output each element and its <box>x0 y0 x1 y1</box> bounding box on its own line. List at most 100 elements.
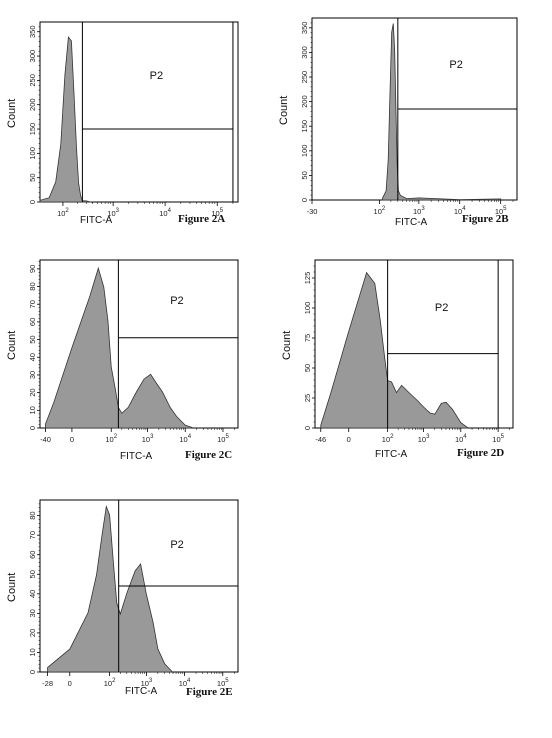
x-tick-label: 103 <box>413 206 425 216</box>
y-tick-label: 50 <box>303 364 312 372</box>
x-tick-exponent: 3 <box>150 434 154 440</box>
y-tick-label: 10 <box>28 406 37 414</box>
x-tick-exponent: 2 <box>112 678 116 684</box>
panel-figure-2a: 0 50 100 150 200 250 300 350 102 103 104 105 Count FI… <box>0 10 250 230</box>
y-tick-label: 0 <box>303 426 312 430</box>
y-tick-label: 80 <box>28 282 37 290</box>
x-tick-exponent: 4 <box>188 434 192 440</box>
x-tick-exponent: 4 <box>168 208 172 214</box>
y-tick-label: 250 <box>28 74 37 87</box>
x-tick-label: 105 <box>217 434 229 444</box>
y-tick-label: 75 <box>303 334 312 342</box>
y-tick-label: 40 <box>28 353 37 361</box>
y-tick-label: 100 <box>28 147 37 160</box>
y-tick-label: 70 <box>28 300 37 308</box>
plot-a: 0 50 100 150 200 250 300 350 102 103 104 105 <box>28 21 239 218</box>
x-tick-label: 103 <box>141 678 153 688</box>
x-tick-exponent: 2 <box>114 434 118 440</box>
x-tick-exponent: 3 <box>149 678 153 684</box>
y-tick-label: 100 <box>300 145 309 158</box>
x-tick-exponent: 5 <box>225 678 229 684</box>
x-tick-label: 103 <box>107 208 119 218</box>
y-axis-label: Count <box>281 330 293 360</box>
y-tick-label: 20 <box>28 388 37 396</box>
y-axis-label: Count <box>278 95 290 125</box>
y-tick-label: 60 <box>28 318 37 326</box>
y-axis-label: Count <box>6 330 18 360</box>
panel-figure-2d: 0 25 50 75 100 125 -46 0 102 103 104 105 Count FITC-A… <box>275 255 525 470</box>
x-tick-label: 102 <box>382 434 394 444</box>
y-tick-label: 70 <box>28 531 37 539</box>
x-tick-label: -28 <box>42 679 53 688</box>
y-tick-label: 125 <box>303 272 312 285</box>
x-tick-label: 105 <box>492 434 504 444</box>
x-tick-label: -40 <box>40 435 51 444</box>
histogram-area <box>320 271 468 429</box>
y-tick-label: 300 <box>28 50 37 63</box>
figure-caption: Figure 2A <box>178 213 226 225</box>
gate-label: P2 <box>149 70 164 83</box>
x-tick-label: 0 <box>347 435 351 444</box>
histogram-area <box>47 504 174 674</box>
x-tick-label: 102 <box>105 434 117 444</box>
x-axis-label: FITC-A <box>395 217 428 228</box>
y-tick-label: 25 <box>303 394 312 402</box>
y-tick-label: 150 <box>28 123 37 136</box>
y-tick-label: 90 <box>28 265 37 273</box>
panel-figure-2e: 0 10 20 30 40 50 60 70 80 -28 0 102 103 104 105 Count FI… <box>0 490 250 705</box>
y-tick-label: 50 <box>28 335 37 343</box>
histogram-area <box>39 36 94 204</box>
x-tick-exponent: 5 <box>225 434 229 440</box>
y-tick-label: 50 <box>300 171 309 179</box>
histogram-area <box>45 266 193 429</box>
x-tick-label: 104 <box>179 678 191 688</box>
y-tick-label: 50 <box>28 570 37 578</box>
y-tick-label: 30 <box>28 609 37 617</box>
y-tick-label: 0 <box>28 200 37 204</box>
x-axis-label: FITC-A <box>120 451 153 462</box>
y-tick-label: 80 <box>28 511 37 519</box>
x-tick-label: 102 <box>104 678 116 688</box>
x-tick-exponent: 5 <box>220 208 224 214</box>
x-tick-label: 104 <box>454 206 466 216</box>
x-tick-label: 103 <box>142 434 154 444</box>
x-tick-label: 105 <box>217 678 229 688</box>
y-tick-label: 60 <box>28 551 37 559</box>
y-tick-label: 300 <box>300 46 309 59</box>
plot-frame <box>39 21 239 203</box>
y-tick-label: 200 <box>300 95 309 108</box>
y-axis-label: Count <box>6 572 18 602</box>
x-tick-exponent: 5 <box>501 434 505 440</box>
x-tick-exponent: 4 <box>462 206 466 212</box>
y-tick-label: 350 <box>28 25 37 38</box>
x-tick-label: 0 <box>68 679 72 688</box>
y-tick-label: 0 <box>28 670 37 674</box>
gate-label: P2 <box>434 302 449 315</box>
x-tick-label: 105 <box>495 206 507 216</box>
y-tick-label: 50 <box>28 174 37 182</box>
x-tick-label: 104 <box>455 434 467 444</box>
figure-caption: Figure 2C <box>185 449 233 461</box>
x-tick-label: 104 <box>179 434 191 444</box>
y-tick-label: 40 <box>28 590 37 598</box>
x-tick-exponent: 5 <box>503 206 507 212</box>
panel-figure-2c: 0 10 20 30 40 50 60 70 80 90 -40 0 102 103 104 105 Count… <box>0 255 250 470</box>
y-tick-label: 150 <box>300 120 309 133</box>
x-axis-label: FITC-A <box>375 449 408 460</box>
histogram-area <box>381 23 502 201</box>
y-tick-label: 20 <box>28 629 37 637</box>
y-tick-label: 10 <box>28 648 37 656</box>
plot-c: 0 10 20 30 40 50 60 70 80 90 -40 0 102 103 104 105 <box>28 259 239 444</box>
x-tick-exponent: 2 <box>65 208 69 214</box>
gate-label: P2 <box>449 58 463 71</box>
figure-caption: Figure 2B <box>462 213 509 225</box>
x-axis-label: FITC-A <box>80 215 113 226</box>
panel-figure-2b: 0 50 100 150 200 250 300 350 -30 102 103 104 105 Coun… <box>278 10 530 230</box>
x-tick-exponent: 3 <box>116 208 120 214</box>
y-tick-label: 0 <box>28 426 37 430</box>
x-tick-label: -30 <box>307 207 318 216</box>
x-tick-label: 104 <box>159 208 171 218</box>
x-tick-exponent: 3 <box>426 434 430 440</box>
figure-caption: Figure 2D <box>457 447 505 459</box>
